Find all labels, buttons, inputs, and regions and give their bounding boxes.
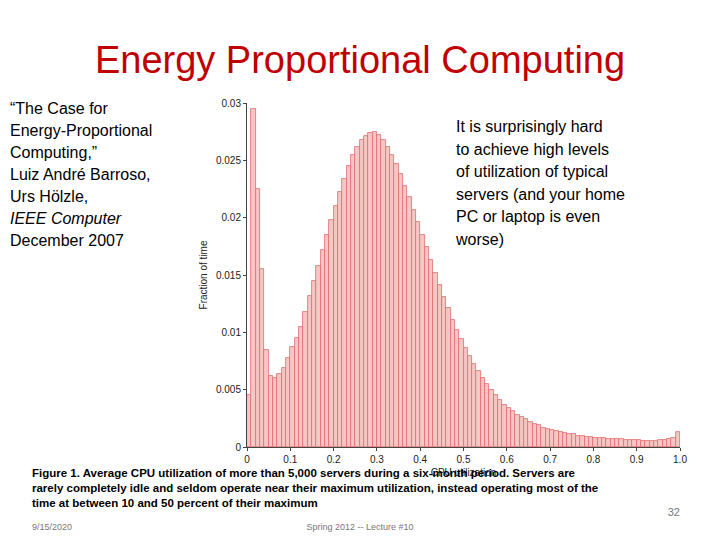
svg-text:1.0: 1.0 [673, 454, 687, 465]
html-text:Urs Hölzle,: Urs Hölzle, [10, 188, 89, 205]
svg-text:Fraction of time: Fraction of time [198, 240, 209, 309]
html-text:32: 32 [667, 506, 680, 518]
html-text:Energy-Proportional: Energy-Proportional [10, 122, 153, 139]
svg-text:0: 0 [244, 454, 250, 465]
svg-text:0.1: 0.1 [283, 454, 297, 465]
html-text:Figure 1. Average CPU utilizat: Figure 1. Average CPU utilization of mor… [32, 467, 599, 509]
html-text:servers (and your home: servers (and your home [456, 185, 625, 203]
html-text:to achieve high levels: to achieve high levels [456, 140, 609, 158]
svg-text:0.6: 0.6 [500, 454, 514, 465]
html-text:of utilization of typical: of utilization of typical [456, 163, 609, 180]
svg-text:0.02: 0.02 [222, 212, 242, 223]
html-text:Spring 2012 -- Lecture #10: Spring 2012 -- Lecture #10 [306, 522, 414, 532]
svg-text:0: 0 [235, 442, 241, 453]
svg-text:0.03: 0.03 [222, 98, 242, 109]
html-text:Energy Proportional Computing: Energy Proportional Computing [94, 39, 626, 81]
svg-text:0.025: 0.025 [216, 155, 241, 166]
html-text:December 2007: December 2007 [10, 232, 124, 249]
html-text:worse): worse) [456, 230, 504, 248]
html-text:Computing,”: Computing,” [10, 144, 98, 161]
svg-text:0.4: 0.4 [413, 454, 427, 465]
html-text:“The Case for: “The Case for [10, 100, 108, 117]
html-text:IEEE Computer: IEEE Computer [10, 210, 122, 227]
html-text:PC or laptop is even: PC or laptop is even [456, 208, 601, 225]
svg-text:0.5: 0.5 [457, 454, 471, 465]
svg-text:0.9: 0.9 [630, 454, 644, 465]
svg-text:0.7: 0.7 [543, 454, 557, 465]
html-text:Luiz André Barroso,: Luiz André Barroso, [10, 166, 151, 183]
html-text:It is surprisingly hard: It is surprisingly hard [456, 118, 603, 135]
svg-text:0.01: 0.01 [222, 327, 242, 338]
svg-text:0.015: 0.015 [216, 270, 241, 281]
svg-text:0.3: 0.3 [370, 454, 384, 465]
svg-text:0.2: 0.2 [327, 454, 341, 465]
svg-text:0.8: 0.8 [586, 454, 600, 465]
svg-text:0.005: 0.005 [216, 384, 241, 395]
html-text:9/15/2020: 9/15/2020 [32, 522, 72, 532]
